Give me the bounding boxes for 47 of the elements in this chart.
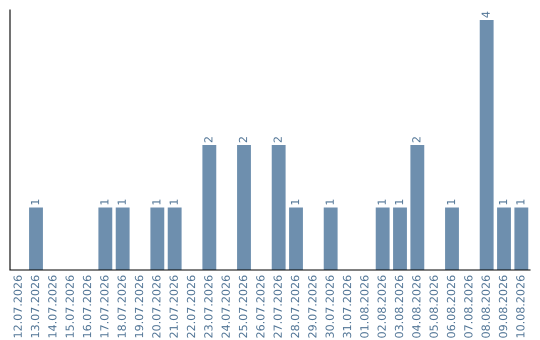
data-label: 2 <box>273 137 282 142</box>
data-label: 1 <box>170 200 178 204</box>
data-label: 2 <box>238 137 248 142</box>
x-tick-label: 19.07.2026 <box>134 276 144 338</box>
data-label: 4 <box>482 12 490 18</box>
x-tick-label: 05.08.2026 <box>429 276 438 338</box>
data-label: 1 <box>394 200 404 204</box>
x-tick-label: 22.07.2026 <box>186 276 196 338</box>
x-tick-label: 13.07.2026 <box>30 276 40 338</box>
x-tick-label: 21.07.2026 <box>169 276 178 338</box>
x-tick-label: 20.07.2026 <box>152 276 161 338</box>
x-tick-label: 28.07.2026 <box>290 276 300 338</box>
data-label: 1 <box>446 200 456 204</box>
data-label: 1 <box>290 200 300 204</box>
x-tick-label: 15.07.2026 <box>65 276 74 338</box>
data-label: 1 <box>118 200 126 204</box>
x-tick-label: 01.08.2026 <box>360 276 369 338</box>
x-tick-label: 06.08.2026 <box>446 276 456 338</box>
x-tick-label: 03.08.2026 <box>394 276 404 338</box>
x-tick-label: 07.08.2026 <box>464 276 473 338</box>
x-tick-label: 29.07.2026 <box>308 276 317 338</box>
x-tick-label: 02.08.2026 <box>377 276 386 338</box>
x-tick-label: 17.07.2026 <box>100 276 109 338</box>
data-label: 1 <box>326 200 334 204</box>
data-label: 2 <box>204 137 212 142</box>
x-tick-label: 31.07.2026 <box>342 276 352 338</box>
x-tick-label: 24.07.2026 <box>221 276 230 338</box>
x-tick-label: 26.07.2026 <box>256 276 265 338</box>
data-label: 1 <box>378 200 386 204</box>
x-tick-label: 10.08.2026 <box>516 276 525 338</box>
x-tick-label: 09.08.2026 <box>498 276 508 338</box>
x-tick-label: 23.07.2026 <box>204 276 213 338</box>
x-tick-label: 27.07.2026 <box>273 276 282 338</box>
data-label: 1 <box>516 200 524 204</box>
x-tick-label: 04.08.2026 <box>412 276 421 338</box>
data-label: 1 <box>30 200 40 204</box>
data-label: 2 <box>412 137 420 142</box>
x-tick-label: 08.08.2026 <box>481 276 490 338</box>
x-tick-label: 25.07.2026 <box>238 276 248 338</box>
data-label: 1 <box>100 200 108 204</box>
x-tick-label: 16.07.2026 <box>82 276 92 338</box>
data-label: 1 <box>152 200 160 204</box>
x-tick-label: 30.07.2026 <box>325 276 334 338</box>
x-tick-label: 14.07.2026 <box>48 276 57 338</box>
x-tick-label: 18.07.2026 <box>117 276 126 338</box>
x-tick-label: 12.07.2026 <box>13 276 22 338</box>
data-label: 1 <box>498 200 508 204</box>
